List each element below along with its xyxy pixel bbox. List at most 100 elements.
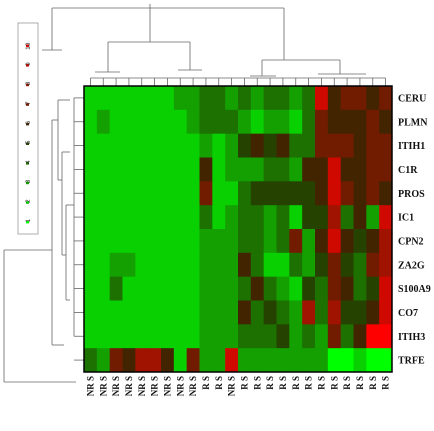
heatmap-cell bbox=[263, 300, 277, 325]
heatmap-cell bbox=[186, 181, 200, 206]
heatmap-cell bbox=[122, 181, 136, 206]
heatmap-cell bbox=[327, 276, 342, 301]
legend-label: 4 bbox=[25, 160, 32, 164]
heatmap-cell bbox=[199, 109, 213, 135]
heatmap-cell bbox=[199, 229, 213, 254]
heatmap-cell bbox=[302, 109, 316, 135]
heatmap-cell bbox=[96, 133, 111, 158]
heatmap-cell bbox=[212, 86, 226, 111]
row-label: CO7 bbox=[398, 308, 418, 319]
heatmap-cell bbox=[366, 109, 380, 135]
heatmap-cell bbox=[327, 229, 342, 254]
heatmap-cell bbox=[148, 276, 162, 301]
heatmap-cell bbox=[96, 229, 111, 254]
heatmap-cell bbox=[109, 348, 123, 373]
heatmap-cell bbox=[161, 181, 175, 206]
column-label: R S bbox=[291, 376, 301, 390]
heatmap-cell bbox=[366, 229, 380, 254]
heatmap-cell bbox=[289, 348, 303, 373]
heatmap-cell bbox=[379, 324, 393, 349]
heatmap-cell bbox=[186, 205, 200, 230]
heatmap-cell bbox=[109, 181, 123, 206]
heatmap-cell bbox=[212, 348, 226, 373]
heatmap-cell bbox=[302, 300, 316, 325]
legend-label: 3 bbox=[25, 179, 32, 183]
heatmap-cell bbox=[135, 181, 149, 206]
legend-swatch bbox=[26, 103, 29, 106]
heatmap-cell bbox=[250, 133, 265, 158]
row-label: ITIH1 bbox=[398, 141, 425, 152]
row-label: PROS bbox=[398, 189, 425, 200]
heatmap-cell bbox=[199, 133, 213, 158]
heatmap-cell bbox=[327, 324, 342, 349]
heatmap-cell bbox=[276, 133, 290, 158]
heatmap-cell bbox=[122, 86, 136, 111]
heatmap-cell bbox=[289, 205, 303, 230]
heatmap-cell bbox=[289, 229, 303, 254]
heatmap-cell bbox=[379, 276, 393, 301]
heatmap-cell bbox=[161, 229, 175, 254]
row-label: C1R bbox=[398, 165, 418, 176]
heatmap-cell bbox=[315, 324, 329, 349]
color-legend-box bbox=[17, 22, 39, 235]
heatmap-cell bbox=[340, 300, 354, 325]
heatmap-cell bbox=[122, 205, 136, 230]
heatmap-cell bbox=[161, 348, 175, 373]
heatmap-cell bbox=[109, 229, 123, 254]
heatmap-cell bbox=[315, 229, 329, 254]
column-label: R S bbox=[278, 376, 288, 390]
column-label: NR S bbox=[98, 376, 108, 396]
heatmap-cell bbox=[379, 157, 393, 182]
heatmap-cell bbox=[276, 181, 290, 206]
heatmap-cell bbox=[238, 86, 252, 111]
heatmap-cell bbox=[173, 157, 188, 182]
heatmap-cell bbox=[212, 181, 226, 206]
heatmap-cell bbox=[302, 252, 316, 278]
heatmap-cell bbox=[366, 181, 380, 206]
heatmap-cell bbox=[379, 181, 393, 206]
heatmap-cell bbox=[238, 205, 252, 230]
heatmap-cell bbox=[122, 109, 136, 135]
legend-label: 5 bbox=[25, 140, 32, 144]
heatmap-cell bbox=[263, 157, 277, 182]
heatmap-cell bbox=[379, 86, 393, 111]
heatmap-cell bbox=[327, 133, 342, 158]
heatmap-cell bbox=[161, 324, 175, 349]
heatmap-cell bbox=[186, 252, 200, 278]
heatmap-cell bbox=[84, 157, 98, 182]
heatmap-cell bbox=[173, 229, 188, 254]
heatmap-cell bbox=[238, 229, 252, 254]
heatmap-cell bbox=[340, 348, 354, 373]
heatmap-cell bbox=[173, 324, 188, 349]
heatmap-cell bbox=[315, 348, 329, 373]
heatmap-cell bbox=[250, 86, 265, 111]
legend-swatch bbox=[26, 64, 29, 67]
heatmap-cell bbox=[263, 86, 277, 111]
heatmap-cell bbox=[353, 205, 367, 230]
heatmap-cell bbox=[340, 157, 354, 182]
heatmap-cell bbox=[199, 157, 213, 182]
column-label: NR S bbox=[85, 376, 95, 396]
row-label: PLMN bbox=[398, 117, 428, 128]
heatmap-cell bbox=[289, 300, 303, 325]
heatmap-cell bbox=[161, 205, 175, 230]
heatmap-cell bbox=[148, 157, 162, 182]
heatmap-cell bbox=[212, 252, 226, 278]
heatmap-cell bbox=[289, 181, 303, 206]
heatmap-cell bbox=[225, 252, 239, 278]
legend-swatch bbox=[26, 181, 29, 185]
column-label: R S bbox=[239, 376, 249, 390]
heatmap-cell bbox=[148, 229, 162, 254]
heatmap-cell bbox=[276, 276, 290, 301]
heatmap-cell bbox=[340, 86, 354, 111]
column-label: NR S bbox=[188, 376, 198, 396]
column-label: R S bbox=[201, 376, 211, 390]
heatmap-cell bbox=[250, 109, 265, 135]
heatmap-cell bbox=[225, 109, 239, 135]
heatmap-cell bbox=[340, 276, 354, 301]
heatmap-cell bbox=[238, 252, 252, 278]
heatmap-cell bbox=[302, 276, 316, 301]
heatmap-cell bbox=[186, 133, 200, 158]
heatmap-cell bbox=[199, 252, 213, 278]
